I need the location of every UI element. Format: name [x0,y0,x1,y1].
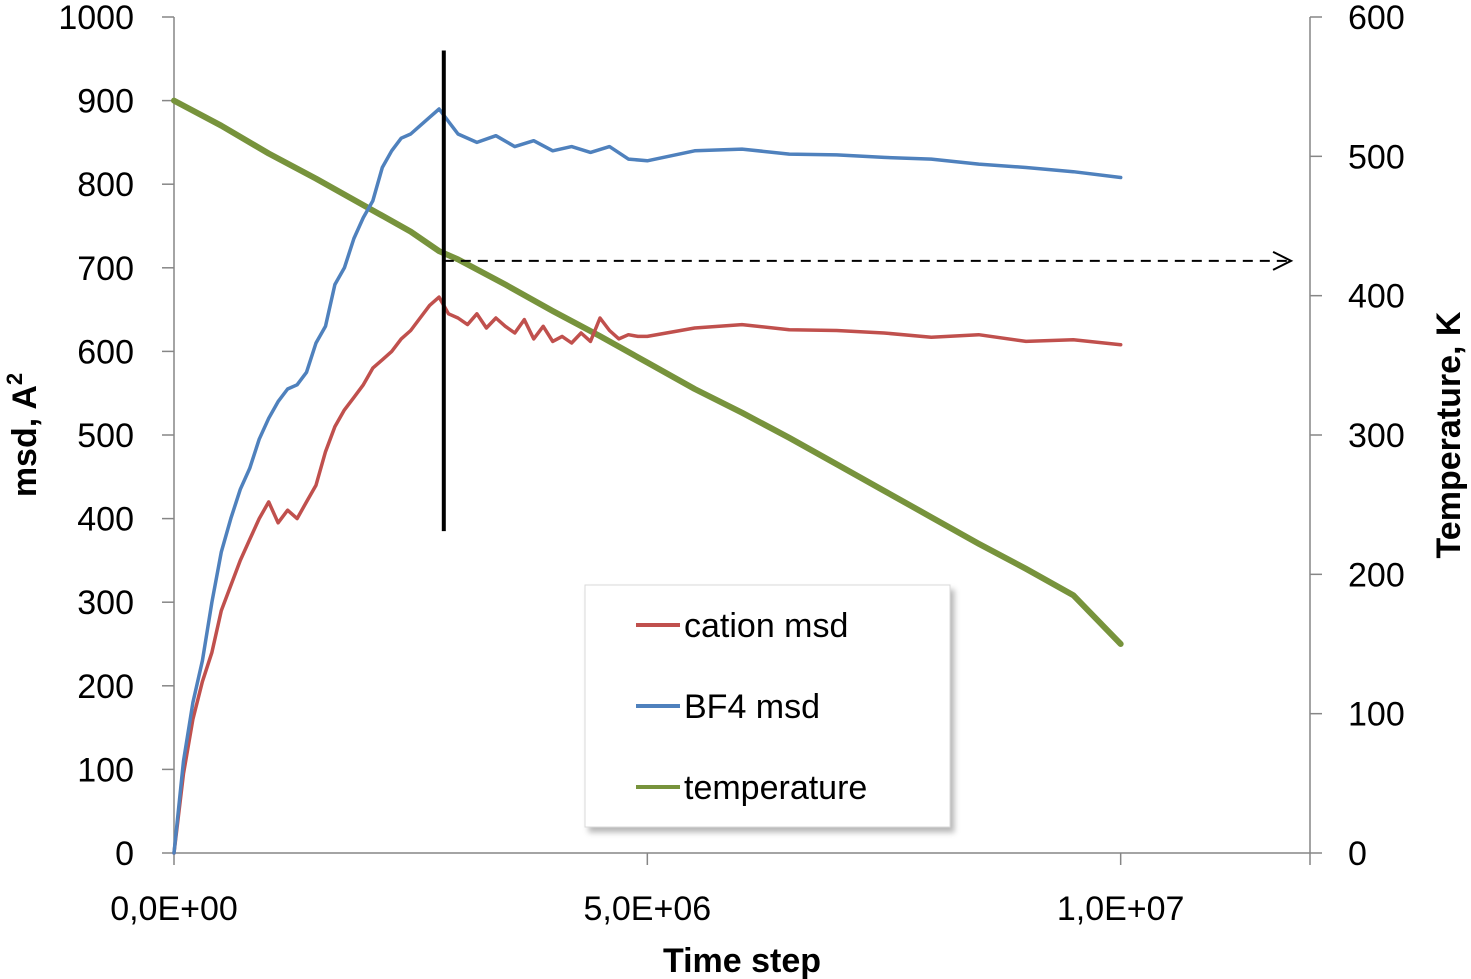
y2-tick-label: 600 [1348,0,1405,37]
y2-tick-label: 200 [1348,556,1405,594]
legend-label-temperature: temperature [684,769,867,807]
y-tick-label: 500 [77,417,134,455]
tick-labels: 0 100 200 300 400 500 600 700 800 900 1000 0 100 200 3… [58,0,1404,928]
y-tick-label: 800 [77,166,134,204]
y2-tick-label: 100 [1348,696,1405,734]
y2-tick-label: 300 [1348,417,1405,455]
series-line-bf4-msd [172,107,1123,855]
y2-tick-label: 0 [1348,835,1367,873]
y2-tick-label: 400 [1348,278,1405,316]
axes [162,16,1322,865]
y-axis-title-text: msd, A [6,385,44,497]
y-tick-label: 400 [77,501,134,539]
legend-label-cation-msd: cation msd [684,607,848,645]
dashed-arrow-head [1272,250,1294,271]
y-tick-label: 300 [77,584,134,622]
series-line-temperature [171,97,1124,647]
y-axis-title-superscript: 2 [2,373,27,385]
x-tick-label: 0,0E+00 [110,890,238,928]
y2-tick-label: 500 [1348,138,1405,176]
x-tick-label: 5,0E+06 [584,890,712,928]
y-tick-label: 0 [115,835,134,873]
y-axis-title: msd, A2 [2,373,44,497]
y-tick-label: 900 [77,83,134,121]
y-tick-label: 600 [77,333,134,371]
y-tick-label: 1000 [58,0,134,37]
annotation-layer [441,50,1294,532]
series-line-cation-msd [172,295,1123,855]
x-axis-title: Time step [663,942,821,979]
legend-label-bf4-msd: BF4 msd [684,688,820,726]
y-tick-label: 100 [77,751,134,789]
y-tick-label: 200 [77,668,134,706]
x-tick-label: 1,0E+07 [1057,890,1185,928]
y-tick-label: 700 [77,250,134,288]
series-layer [171,97,1124,855]
y2-axis-title: Temperature, K [1430,311,1468,558]
legend: cation msd BF4 msd temperature [584,584,951,828]
